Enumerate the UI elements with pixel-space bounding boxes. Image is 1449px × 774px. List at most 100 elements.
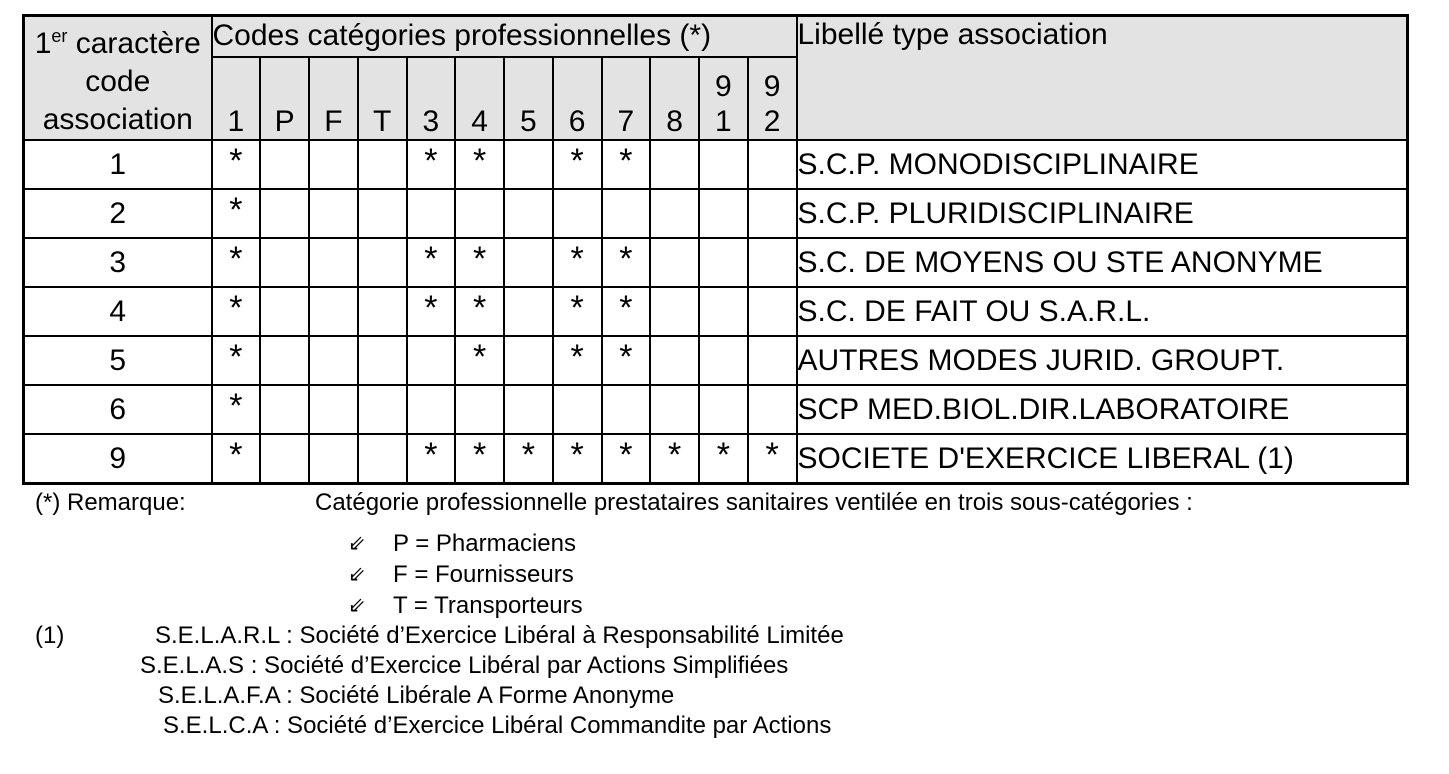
mark-cell <box>259 188 310 239</box>
mark-cell <box>259 384 310 435</box>
footnote-line: S.E.L.A.F.A : Société Libérale A Forme A… <box>0 682 1449 712</box>
table-row: 1 * * * * * S.C.P. MONODISCIPLINAIRE <box>22 139 1409 190</box>
mark-cell: * <box>454 286 505 337</box>
mark-cell <box>259 237 310 288</box>
header-row-subcolumns: 1 P F T 3 4 5 6 7 8 9 1 9 2 <box>24 56 1408 141</box>
footnote-text: S.E.L.A.F.A : Société Libérale A Forme A… <box>158 682 675 709</box>
mark-cell <box>600 188 652 239</box>
table-row: 2 * S.C.P. PLURIDISCIPLINAIRE <box>22 188 1409 239</box>
mark-cell: * <box>454 433 505 485</box>
code-cell: 5 <box>22 335 213 386</box>
mark-cell <box>308 286 359 337</box>
mark-cell: * <box>503 433 554 485</box>
mark-cell: * <box>210 335 262 386</box>
mark-cell: * <box>600 335 652 386</box>
mark-cell <box>649 384 700 435</box>
code-cell: 1 <box>22 139 213 190</box>
sw-arrow-bullet-icon: ⇙ <box>348 594 366 617</box>
mark-cell <box>454 384 505 435</box>
first-header-line2: code <box>85 65 151 98</box>
mark-cell: * <box>405 139 457 190</box>
subcolumn-header-7: 7 <box>600 56 652 141</box>
mark-cell <box>503 286 554 337</box>
table-row: 5 * * * * AUTRES MODES JURID. GROUPT. <box>22 335 1409 386</box>
libelle-type-header: Libellé type association <box>795 14 1409 141</box>
footnote-line: S.E.L.C.A : Société d’Exercice Libéral C… <box>0 712 1449 742</box>
ordinal-superscript: er <box>51 26 68 46</box>
subcolumn-header-5: 5 <box>503 56 554 141</box>
mark-cell <box>551 384 603 435</box>
table-row: 6 * SCP MED.BIOL.DIR.LABORATOIRE <box>22 384 1409 435</box>
label-cell: SCP MED.BIOL.DIR.LABORATOIRE <box>795 384 1409 435</box>
subcolumn-header-t: T <box>356 56 408 141</box>
mark-cell <box>698 237 749 288</box>
mark-cell <box>503 237 554 288</box>
mark-cell <box>356 433 408 485</box>
subcolumn-header-p: P <box>259 56 310 141</box>
footnote-text: S.E.L.A.R.L : Société d’Exercice Libéral… <box>155 622 844 649</box>
mark-cell <box>503 188 554 239</box>
mark-cell <box>698 139 749 190</box>
code-cell: 9 <box>22 433 213 485</box>
mark-cell: * <box>405 433 457 485</box>
association-codes-table: 1er caractère code association Codes cat… <box>22 14 1409 485</box>
remark-note: (*) Remarque: Catégorie professionnelle p… <box>35 489 1193 517</box>
mark-cell: * <box>405 237 457 288</box>
first-header-word: caractère <box>67 27 201 60</box>
mark-cell <box>308 139 359 190</box>
mark-cell: * <box>551 286 603 337</box>
subcolumn-header-8: 8 <box>649 56 700 141</box>
mark-cell: * <box>551 335 603 386</box>
mark-cell <box>746 188 798 239</box>
subcolumn-header-3: 3 <box>405 56 457 141</box>
mark-cell: * <box>454 139 505 190</box>
mark-cell <box>356 188 408 239</box>
mark-cell <box>259 139 310 190</box>
code-cell: 3 <box>22 237 213 288</box>
code-cell: 6 <box>22 384 213 435</box>
mark-cell: * <box>551 237 603 288</box>
subcolumn-header-92: 9 2 <box>746 56 798 141</box>
mark-cell <box>308 433 359 485</box>
label-cell: SOCIETE D'EXERCICE LIBERAL (1) <box>795 433 1409 485</box>
first-header-number: 1 <box>34 27 52 60</box>
mark-cell: * <box>600 433 652 485</box>
list-item: ⇙ F = Fournisseurs <box>348 559 583 590</box>
mark-cell <box>698 384 749 435</box>
mark-cell <box>649 335 700 386</box>
footnote-line: (1) S.E.L.A.R.L : Société d’Exercice Lib… <box>0 622 1449 652</box>
mark-cell <box>649 139 700 190</box>
mark-cell <box>308 237 359 288</box>
mark-cell <box>503 335 554 386</box>
mark-cell <box>405 384 457 435</box>
mark-cell: * <box>210 237 262 288</box>
mark-cell: * <box>210 433 262 485</box>
code-cell: 4 <box>22 286 213 337</box>
mark-cell <box>308 335 359 386</box>
mark-cell: * <box>405 286 457 337</box>
subcategory-list: ⇙ P = Pharmaciens ⇙ F = Fournisseurs ⇙ T… <box>348 528 583 621</box>
mark-cell <box>746 286 798 337</box>
mark-cell: * <box>746 433 798 485</box>
mark-cell <box>600 384 652 435</box>
footnote-text: S.E.L.A.S : Société d’Exercice Libéral p… <box>140 652 789 679</box>
bullet-text: F = Fournisseurs <box>393 560 574 588</box>
label-cell: S.C.P. MONODISCIPLINAIRE <box>795 139 1409 190</box>
mark-cell <box>698 188 749 239</box>
mark-cell <box>746 139 798 190</box>
footnote-text: S.E.L.C.A : Société d’Exercice Libéral C… <box>163 712 832 739</box>
mark-cell <box>405 335 457 386</box>
sw-arrow-bullet-icon: ⇙ <box>348 532 366 555</box>
mark-cell: * <box>210 139 262 190</box>
mark-cell <box>454 188 505 239</box>
code-cell: 2 <box>22 188 213 239</box>
mark-cell: * <box>600 139 652 190</box>
mark-cell <box>405 188 457 239</box>
mark-cell: * <box>698 433 749 485</box>
remark-text: Catégorie professionnelle prestataires s… <box>315 489 1193 516</box>
footnote-line: S.E.L.A.S : Société d’Exercice Libéral p… <box>0 652 1449 682</box>
mark-cell <box>649 188 700 239</box>
first-character-header: 1er caractère code association <box>22 14 213 141</box>
table-body: 1 * * * * * S.C.P. MONODISCIPLINAIRE 2 * S.C… <box>22 139 1409 485</box>
list-item: ⇙ T = Transporteurs <box>348 590 583 621</box>
